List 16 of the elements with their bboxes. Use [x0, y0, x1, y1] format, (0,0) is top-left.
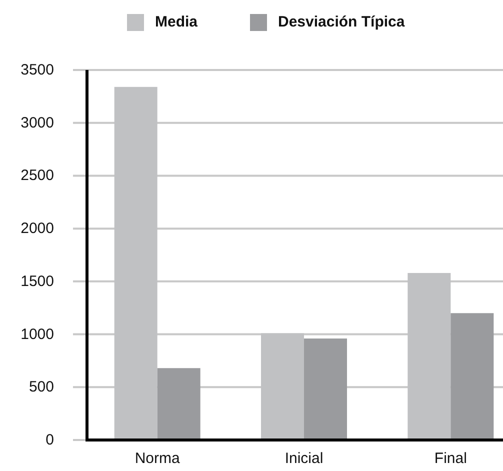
legend-label: Media — [155, 14, 198, 30]
y-tick-label: 1000 — [20, 326, 54, 343]
y-tick-label: 3000 — [20, 114, 54, 132]
y-tick-label: 2500 — [20, 167, 54, 184]
x-tick-label: Norma — [134, 450, 180, 467]
bar — [304, 338, 347, 440]
x-tick-label: Final — [434, 450, 467, 467]
x-tick-label: Inicial — [284, 450, 324, 467]
bar — [157, 368, 200, 440]
y-tick-label: 500 — [28, 378, 54, 396]
bar — [450, 313, 494, 440]
y-tick-label: 2000 — [20, 220, 54, 238]
y-tick-label: 0 — [46, 432, 54, 448]
legend-label: Desviación Típica — [278, 14, 406, 30]
y-tick-label: 3500 — [20, 62, 54, 78]
y-tick-label: 1500 — [20, 272, 54, 290]
